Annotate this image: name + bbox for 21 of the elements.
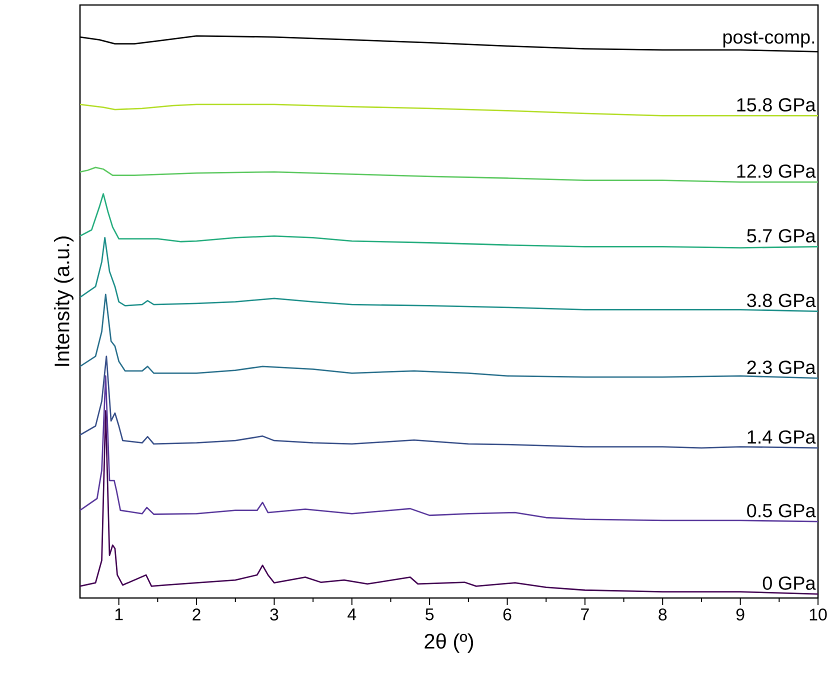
series-label: 5.7 GPa: [747, 229, 816, 242]
series-label: 3.8 GPa: [747, 294, 816, 308]
x-tick-label: 8: [658, 608, 667, 621]
x-axis-title: 2θ (º): [424, 633, 474, 653]
series-label: post-comp.: [723, 31, 814, 48]
x-tick-label: 6: [503, 608, 512, 621]
x-tick-label: 3: [270, 608, 278, 621]
x-tick-label: 5: [426, 608, 434, 620]
x-tick-label: 1: [115, 608, 123, 620]
x-tick-label: 2: [192, 608, 200, 620]
x-tick-label: 7: [581, 608, 589, 620]
series-label: 12.9 GPa: [737, 164, 816, 178]
x-tick-label: 9: [736, 608, 744, 621]
x-tick-label: 10: [810, 608, 827, 621]
series-label: 15.8 GPa: [737, 98, 816, 112]
series-label: 0.5 GPa: [747, 504, 816, 518]
x-tick-label: 4: [348, 608, 356, 620]
series-label: 1.4 GPa: [748, 430, 816, 444]
y-axis-title: Intensity (a.u.): [54, 236, 74, 366]
series-label: 0 GPa: [762, 576, 816, 590]
series-label: 2.3 GPa: [747, 360, 816, 374]
